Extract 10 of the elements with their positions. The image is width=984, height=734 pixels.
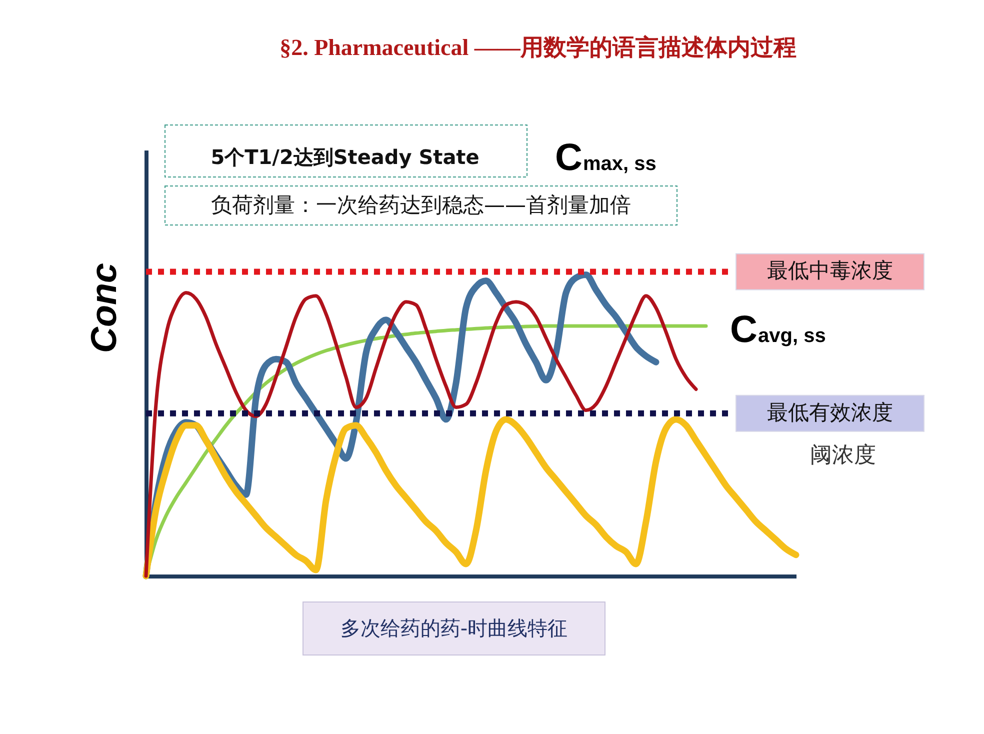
y-axis-title: Conc xyxy=(83,263,124,353)
ref-line-label: 最低中毒浓度 xyxy=(767,258,893,283)
text: Cmax, ss xyxy=(555,137,656,179)
ref-line-label: 最低有效浓度 xyxy=(767,400,893,424)
text: 多次给药的药-时曲线特征 xyxy=(340,616,568,640)
chart-title: §2. Pharmaceutical ——用数学的语言描述体内过程 xyxy=(280,34,796,60)
text: 阈浓度 xyxy=(810,442,876,467)
text: 负荷剂量：一次给药达到稳态——首剂量加倍 xyxy=(211,193,631,217)
annotation: Cavg, ss xyxy=(730,309,826,351)
text: 5个T1/2达到Steady State xyxy=(210,145,480,169)
